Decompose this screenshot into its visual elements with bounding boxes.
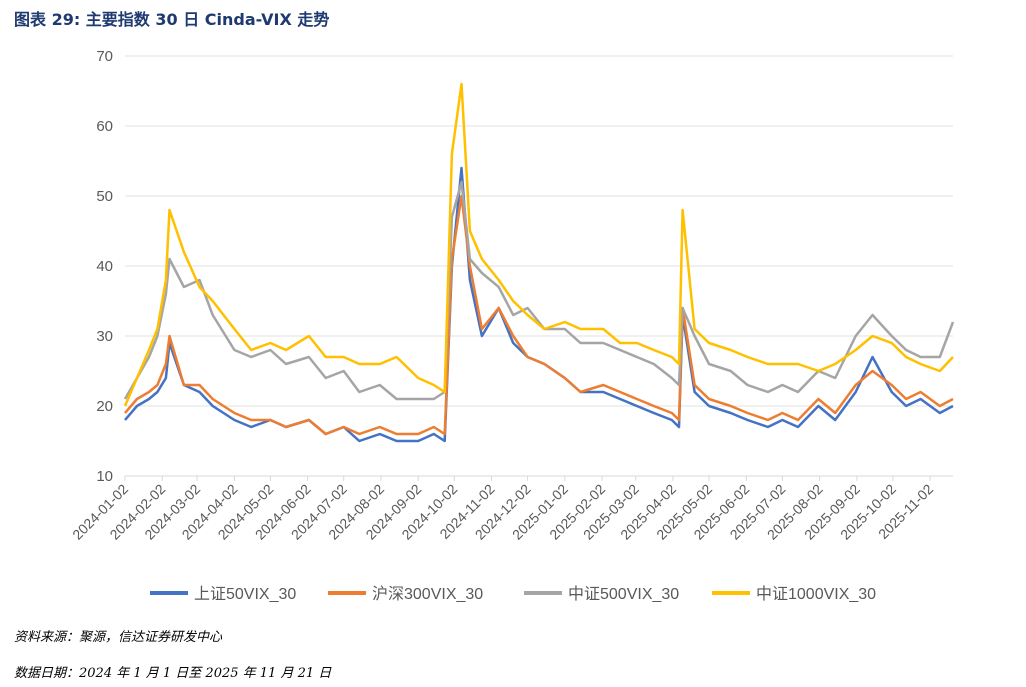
y-tick-label: 40 <box>96 258 113 275</box>
y-tick-label: 10 <box>96 468 113 485</box>
date-range-note: 数据日期：2024 年 1 月 1 日至 2025 年 11 月 21 日 <box>14 666 332 681</box>
legend-label: 沪深300VIX_30 <box>372 585 483 603</box>
y-axis-tick-labels: 10 20 30 40 50 60 70 <box>96 48 113 485</box>
grid-lines <box>125 55 953 477</box>
series-line-1 <box>124 166 954 443</box>
legend-label: 中证500VIX_30 <box>568 585 679 603</box>
chart-title: 图表 29: 主要指数 30 日 Cinda-VIX 走势 <box>14 10 330 29</box>
series-line-4 <box>123 82 954 407</box>
series-line-2 <box>124 194 954 436</box>
x-axis-tick-labels: 2024-01-022024-02-022024-03-022024-04-02… <box>69 476 936 543</box>
y-tick-label: 30 <box>96 328 113 345</box>
source-note: 资料来源：聚源，信达证券研发中心 <box>14 630 223 645</box>
y-tick-label: 60 <box>96 118 113 135</box>
y-tick-label: 20 <box>96 398 113 415</box>
series-line-3 <box>123 180 955 401</box>
series-lines <box>123 82 955 443</box>
y-tick-label: 50 <box>96 188 113 205</box>
y-tick-label: 70 <box>96 48 113 65</box>
legend: 上证50VIX_30 沪深300VIX_30 中证500VIX_30 中证1000VI… <box>150 585 876 603</box>
legend-label: 上证50VIX_30 <box>194 585 296 603</box>
legend-label: 中证1000VIX_30 <box>756 585 876 603</box>
